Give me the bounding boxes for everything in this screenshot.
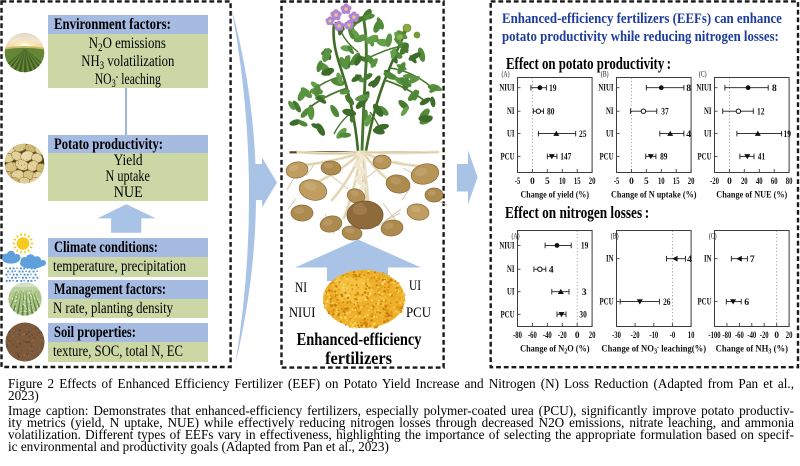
svg-text:4: 4	[549, 265, 554, 276]
svg-text:PCU: PCU	[599, 152, 613, 162]
svg-text:(A): (A)	[512, 232, 520, 241]
svg-text:NIUI: NIUI	[499, 83, 514, 93]
svg-text:UI: UI	[507, 129, 515, 139]
svg-text:19: 19	[784, 128, 791, 139]
svg-text:leaching(%): leaching(%)	[659, 344, 706, 355]
svg-text:10: 10	[559, 177, 566, 187]
svg-text:8: 8	[772, 83, 777, 94]
svg-text:15: 15	[574, 177, 581, 187]
svg-text:25: 25	[579, 128, 586, 139]
svg-text:-20: -20	[630, 331, 639, 341]
svg-text:6: 6	[744, 297, 749, 308]
svg-text:UI: UI	[606, 129, 614, 139]
svg-text:12: 12	[757, 106, 764, 117]
svg-text:80: 80	[547, 106, 554, 117]
svg-text:-40: -40	[747, 331, 756, 341]
svg-text:-40: -40	[543, 331, 552, 341]
svg-text:(A): (A)	[502, 69, 510, 78]
svg-text:-: -	[657, 343, 660, 351]
svg-text:4: 4	[687, 254, 692, 265]
svg-text:NI: NI	[704, 107, 712, 117]
svg-text:(%): (%)	[772, 344, 789, 355]
svg-text:Change of N: Change of N	[520, 344, 564, 355]
svg-text:37: 37	[661, 106, 668, 117]
svg-text:2: 2	[564, 348, 567, 356]
svg-text:60: 60	[771, 177, 778, 187]
svg-text:O (%): O (%)	[567, 344, 589, 355]
svg-text:UI: UI	[507, 288, 515, 298]
svg-text:-80: -80	[513, 331, 522, 341]
svg-text:19: 19	[549, 83, 556, 94]
svg-text:UI: UI	[704, 129, 712, 139]
svg-text:NIUI: NIUI	[696, 83, 711, 93]
svg-text:26: 26	[663, 297, 670, 308]
svg-text:-0: -0	[669, 331, 675, 341]
svg-text:5: 5	[643, 177, 648, 187]
svg-text:0: 0	[727, 177, 732, 187]
svg-text:147: 147	[560, 151, 571, 162]
svg-text:30: 30	[579, 310, 586, 321]
svg-text:-20: -20	[710, 177, 719, 187]
svg-text:0: 0	[575, 331, 580, 341]
svg-text:8: 8	[686, 83, 691, 94]
svg-text:0: 0	[530, 177, 535, 187]
svg-text:(B): (B)	[610, 232, 618, 241]
svg-text:20: 20	[687, 177, 694, 187]
svg-text:Change of NO: Change of NO	[601, 344, 654, 355]
svg-text:19: 19	[581, 241, 588, 252]
svg-text:0: 0	[629, 177, 634, 187]
svg-text:PCU: PCU	[599, 298, 613, 308]
svg-text:3: 3	[654, 348, 658, 356]
svg-text:NI: NI	[507, 107, 515, 117]
svg-text:-100: -100	[708, 331, 721, 341]
svg-text:Change of yield (%): Change of yield (%)	[521, 189, 590, 200]
svg-text:-80: -80	[722, 331, 731, 341]
svg-text:20: 20	[589, 331, 596, 341]
svg-text:PCU: PCU	[698, 152, 712, 162]
svg-text:-20: -20	[760, 331, 769, 341]
svg-text:IN: IN	[704, 255, 712, 265]
svg-text:-20: -20	[558, 331, 567, 341]
svg-text:Change of NUE (%): Change of NUE (%)	[716, 189, 787, 200]
svg-text:IN: IN	[606, 255, 614, 265]
svg-text:(C): (C)	[699, 69, 707, 78]
svg-text:(C): (C)	[709, 232, 717, 241]
svg-text:40: 40	[756, 177, 763, 187]
svg-text:-5: -5	[515, 177, 521, 187]
svg-text:10: 10	[687, 331, 694, 341]
svg-text:-10: -10	[649, 331, 658, 341]
svg-text:NIUI: NIUI	[598, 83, 613, 93]
svg-text:41: 41	[758, 151, 765, 162]
svg-text:4: 4	[686, 128, 691, 139]
svg-text:5: 5	[545, 177, 550, 187]
svg-text:20: 20	[589, 177, 596, 187]
svg-text:7: 7	[750, 254, 755, 265]
svg-text:-30: -30	[612, 331, 621, 341]
svg-text:89: 89	[660, 151, 667, 162]
svg-text:(B): (B)	[600, 69, 608, 78]
svg-text:PCU: PCU	[501, 152, 515, 162]
svg-text:80: 80	[786, 177, 793, 187]
svg-text:-60: -60	[735, 331, 744, 341]
svg-text:10: 10	[657, 177, 664, 187]
svg-text:-5: -5	[613, 177, 619, 187]
svg-text:15: 15	[672, 177, 679, 187]
svg-text:NI: NI	[507, 265, 515, 275]
svg-text:PCU: PCU	[501, 311, 515, 321]
svg-text:Change of NH: Change of NH	[716, 344, 769, 355]
svg-text:20: 20	[741, 177, 748, 187]
svg-text:20: 20	[786, 331, 793, 341]
svg-text:3: 3	[582, 287, 587, 298]
svg-text:-60: -60	[528, 331, 537, 341]
svg-text:PCU: PCU	[698, 298, 712, 308]
svg-text:NIUI: NIUI	[499, 242, 514, 252]
svg-text:Change of N uptake (%): Change of N uptake (%)	[611, 189, 697, 200]
svg-text:0: 0	[774, 331, 779, 341]
svg-text:NI: NI	[606, 107, 614, 117]
svg-text:3: 3	[768, 348, 772, 356]
